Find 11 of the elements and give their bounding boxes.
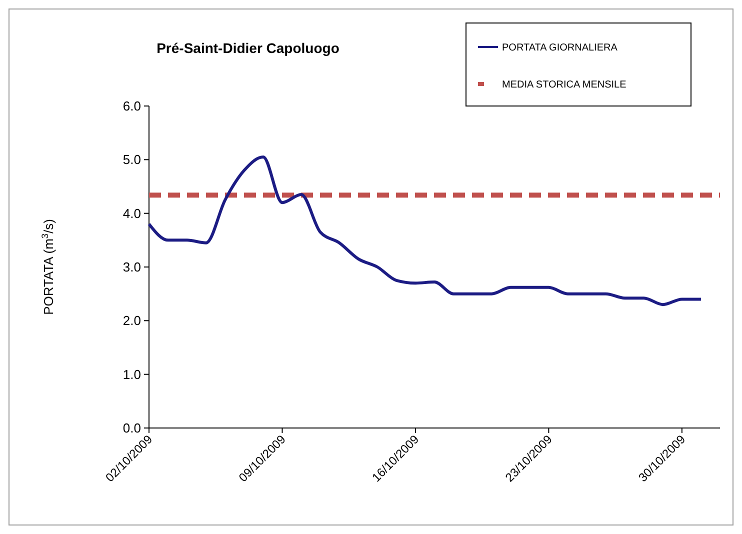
y-tick-label: 0.0 xyxy=(122,420,141,436)
chart-title: Pré-Saint-Didier Capoluogo xyxy=(156,40,340,56)
y-tick-label: 3.0 xyxy=(122,260,141,275)
legend-label: PORTATA GIORNALIERA xyxy=(502,42,618,54)
line-series xyxy=(148,155,702,306)
y-tick-label: 5.0 xyxy=(122,152,141,168)
y-tick-label: 4.0 xyxy=(122,206,141,221)
y-tick-label: 2.0 xyxy=(122,313,141,328)
legend-label: MEDIA STORICA MENSILE xyxy=(502,80,627,90)
y-tick-label: 6.0 xyxy=(122,98,141,114)
y-tick-label: 1.0 xyxy=(122,366,141,382)
